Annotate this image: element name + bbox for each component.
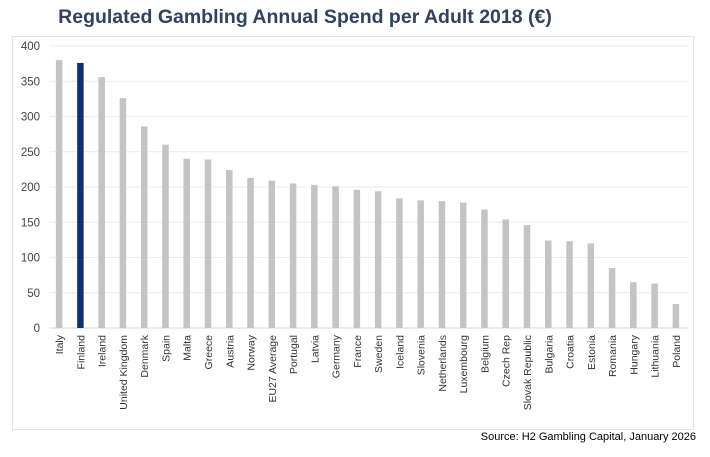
x-tick-label: Hungary [628, 334, 640, 374]
bar-romania [608, 268, 616, 328]
y-tick-label: 350 [21, 76, 40, 88]
x-tick-label: Luxembourg [458, 335, 470, 394]
y-tick-label: 100 [21, 253, 40, 265]
bar-sweden [374, 191, 382, 328]
bar-germany [332, 186, 339, 328]
bar-finland [77, 62, 84, 329]
bar-slovak-republic [523, 225, 531, 328]
y-tick-label: 400 [21, 41, 40, 53]
x-tick-label: Austria [224, 335, 236, 368]
bar-austria [226, 170, 233, 328]
x-tick-label: Estonia [586, 335, 598, 370]
x-tick-label: Latvia [309, 335, 321, 363]
y-tick-label: 200 [21, 182, 40, 194]
y-tick-label: 250 [21, 147, 40, 159]
bar-hungary [630, 282, 637, 328]
x-tick-label: Portugal [288, 335, 300, 374]
x-tick-label: Iceland [394, 335, 406, 369]
x-tick-label: Ireland [97, 335, 109, 367]
x-tick-label: Denmark [139, 334, 151, 377]
x-tick-label: Malta [182, 335, 194, 361]
bar-denmark [140, 126, 148, 329]
bar-estonia [587, 243, 595, 328]
bar-united-kingdom [119, 98, 127, 328]
x-tick-label: United Kingdom [118, 335, 130, 410]
x-tick-label: Slovenia [416, 335, 428, 375]
x-tick-label: Lithuania [650, 335, 662, 378]
x-tick-label: Poland [671, 335, 683, 368]
bar-greece [204, 159, 212, 328]
bar-poland [672, 304, 680, 328]
x-tick-label: Spain [160, 335, 172, 362]
x-tick-label: Italy [54, 334, 66, 354]
x-tick-label: Sweden [373, 335, 385, 373]
x-tick-label: Czech Rep [501, 335, 513, 387]
bar-croatia [566, 241, 573, 328]
y-tick-label: 0 [34, 323, 40, 335]
x-tick-label: Germany [331, 334, 343, 378]
source-note: Source: H2 Gambling Capital, January 202… [480, 431, 696, 443]
bar-bulgaria [545, 240, 552, 328]
x-tick-label: Netherlands [437, 335, 449, 392]
bar-lithuania [651, 283, 658, 328]
bar-france [353, 189, 361, 328]
chart-title: Regulated Gambling Annual Spend per Adul… [58, 6, 552, 28]
bar-italy [55, 60, 63, 328]
bar-netherlands [438, 201, 446, 328]
bar-czech-rep [502, 219, 509, 328]
bar-latvia [311, 184, 318, 328]
bar-malta [183, 158, 190, 328]
x-tick-label: EU27 Average [267, 335, 279, 403]
x-tick-label: Greece [203, 335, 215, 370]
x-tick-label: Norway [246, 334, 258, 370]
y-tick-label: 50 [27, 288, 40, 300]
bar-norway [247, 177, 254, 328]
bar-portugal [289, 183, 297, 328]
y-tick-label: 300 [21, 112, 40, 124]
bar-eu27-average [268, 180, 276, 328]
bar-spain [162, 144, 169, 328]
bar-luxembourg [459, 202, 467, 328]
y-tick-label: 150 [21, 217, 40, 229]
bar-slovenia [417, 200, 424, 328]
x-tick-label: Croatia [565, 335, 577, 369]
bar-ireland [98, 77, 105, 329]
x-tick-label: Belgium [479, 335, 491, 373]
chart-frame [12, 36, 694, 430]
x-tick-label: Romania [607, 335, 619, 377]
bar-iceland [396, 198, 403, 328]
x-tick-label: Bulgaria [543, 335, 555, 374]
bar-belgium [481, 209, 488, 328]
x-tick-label: France [352, 335, 364, 368]
x-tick-label: Finland [75, 335, 87, 370]
x-tick-label: Slovak Republic [522, 335, 534, 410]
